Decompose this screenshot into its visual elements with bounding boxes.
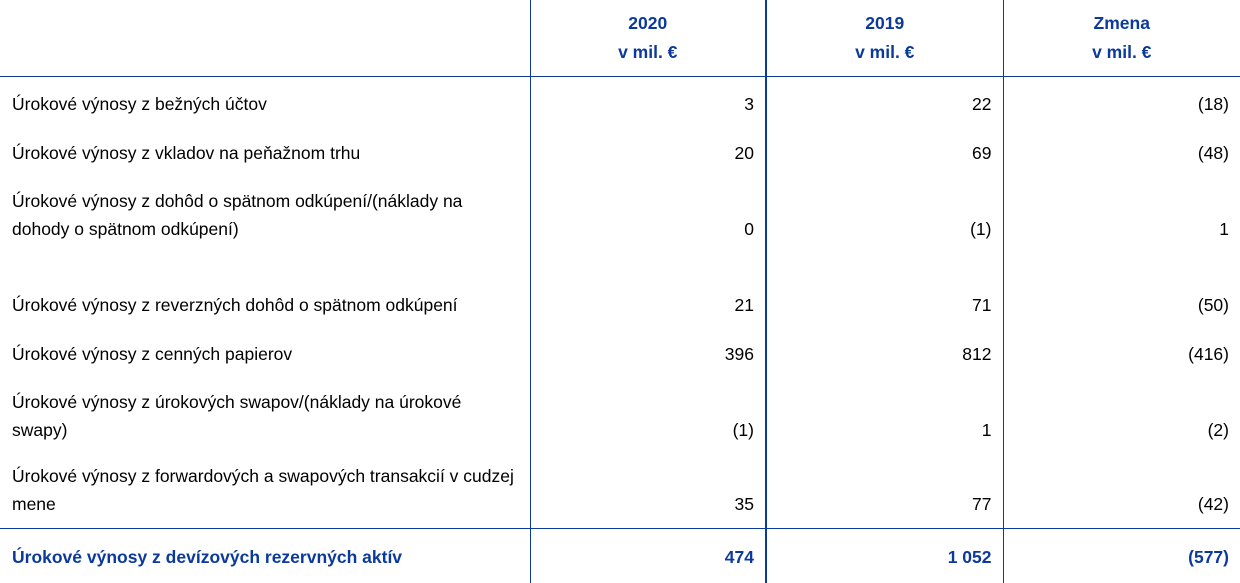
header-title: Zmena <box>1004 9 1240 38</box>
header-year: 2020 <box>531 9 766 38</box>
value-change: (18) <box>1003 77 1240 128</box>
value-2019: 69 <box>766 128 1003 177</box>
table-row: Úrokové výnosy z cenných papierov 396 81… <box>0 329 1240 378</box>
table-row: Úrokové výnosy z vkladov na peňažnom trh… <box>0 128 1240 177</box>
value-2020: 20 <box>530 128 766 177</box>
value-2019: 812 <box>766 329 1003 378</box>
row-label: Úrokové výnosy z dohôd o spätnom odkúpen… <box>0 177 530 253</box>
value-2020: 396 <box>530 329 766 378</box>
value-2019: 77 <box>766 454 1003 529</box>
table-row: Úrokové výnosy z úrokových swapov/(nákla… <box>0 378 1240 454</box>
table-row: Úrokové výnosy z bežných účtov 3 22 (18) <box>0 77 1240 128</box>
header-unit: v mil. € <box>1004 38 1240 67</box>
value-2019: (1) <box>766 177 1003 253</box>
row-label: Úrokové výnosy z vkladov na peňažnom trh… <box>0 128 530 177</box>
row-label: Úrokové výnosy z cenných papierov <box>0 329 530 378</box>
table-row: Úrokové výnosy z forwardových a swapovýc… <box>0 454 1240 529</box>
value-2019: 22 <box>766 77 1003 128</box>
header-unit: v mil. € <box>531 38 766 67</box>
value-change: (42) <box>1003 454 1240 529</box>
table-row: Úrokové výnosy z dohôd o spätnom odkúpen… <box>0 177 1240 253</box>
total-row: Úrokové výnosy z devízových rezervných a… <box>0 529 1240 583</box>
value-2019: 1 <box>766 378 1003 454</box>
header-label <box>0 0 530 77</box>
row-label: Úrokové výnosy z bežných účtov <box>0 77 530 128</box>
row-label: Úrokové výnosy z reverzných dohôd o spät… <box>0 253 530 329</box>
value-change: (2) <box>1003 378 1240 454</box>
value-2020: 35 <box>530 454 766 529</box>
value-change: 1 <box>1003 177 1240 253</box>
total-2019: 1 052 <box>766 529 1003 583</box>
row-label: Úrokové výnosy z forwardových a swapovýc… <box>0 454 530 529</box>
header-unit: v mil. € <box>767 38 1003 67</box>
total-change: (577) <box>1003 529 1240 583</box>
value-change: (50) <box>1003 253 1240 329</box>
value-2019: 71 <box>766 253 1003 329</box>
value-2020: (1) <box>530 378 766 454</box>
total-label: Úrokové výnosy z devízových rezervných a… <box>0 529 530 583</box>
table-row: Úrokové výnosy z reverzných dohôd o spät… <box>0 253 1240 329</box>
value-2020: 3 <box>530 77 766 128</box>
header-year: 2019 <box>767 9 1003 38</box>
row-label: Úrokové výnosy z úrokových swapov/(nákla… <box>0 378 530 454</box>
value-change: (48) <box>1003 128 1240 177</box>
value-change: (416) <box>1003 329 1240 378</box>
value-2020: 0 <box>530 177 766 253</box>
value-2020: 21 <box>530 253 766 329</box>
total-2020: 474 <box>530 529 766 583</box>
